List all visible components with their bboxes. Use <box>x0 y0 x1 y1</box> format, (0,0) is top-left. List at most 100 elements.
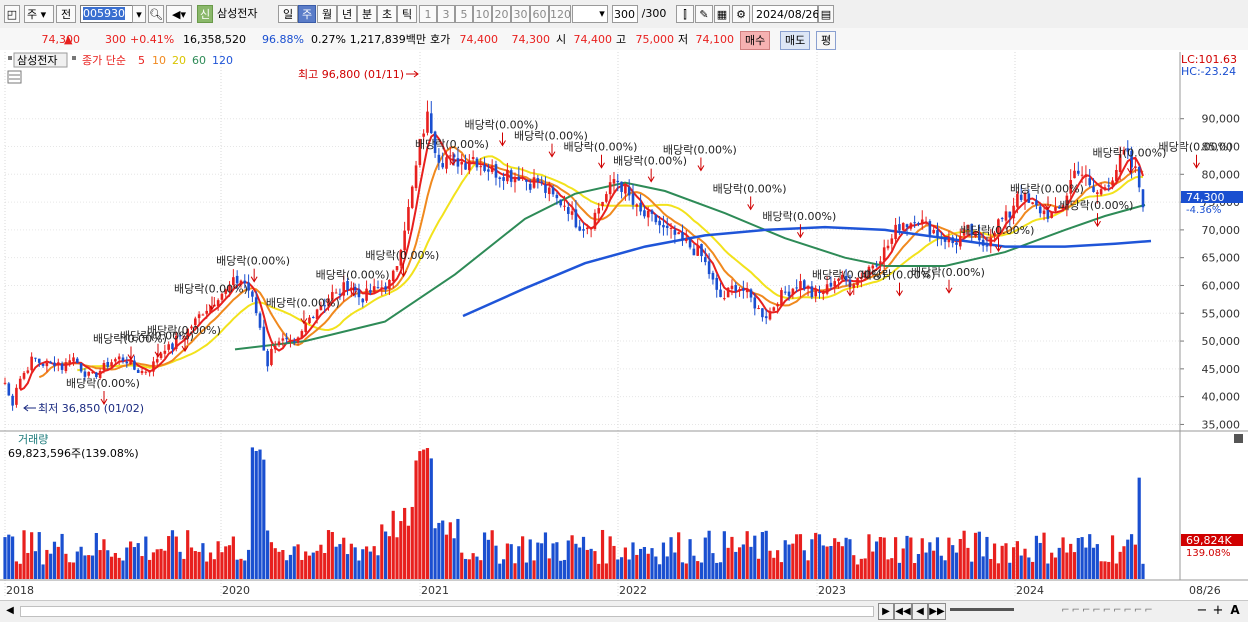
stock-chart[interactable]: 배당락(0.00%)배당락(0.00%)배당락(0.00%)배당락(0.00%)… <box>0 50 1248 600</box>
volume-bar <box>444 534 449 579</box>
step-back-icon[interactable]: ◀ <box>912 603 928 620</box>
table-toggle-icon[interactable] <box>7 70 22 84</box>
custom-interval-input[interactable] <box>572 5 608 23</box>
candle-body <box>41 363 45 366</box>
candle-body <box>174 335 178 349</box>
scroll-left-icon[interactable]: ◀ <box>6 605 14 616</box>
interval-3[interactable]: 3 <box>437 5 455 23</box>
code-dropdown-icon[interactable]: ▾ <box>132 5 146 23</box>
volume-bar <box>661 542 666 579</box>
volume-bar <box>996 563 1000 579</box>
volume-bar <box>970 561 974 579</box>
volume-bar <box>718 562 723 579</box>
candle-body <box>334 292 338 294</box>
volume-bar <box>266 530 270 579</box>
candle-body <box>1012 205 1015 219</box>
interval-1[interactable]: 1 <box>419 5 437 23</box>
candle-body <box>22 372 26 379</box>
candle-body <box>597 208 601 214</box>
font-size-icon[interactable]: A <box>1230 603 1240 617</box>
volume-bar <box>863 558 867 579</box>
sound-icon[interactable]: ◀▾ <box>166 5 192 23</box>
close-pane-icon[interactable] <box>1234 434 1243 443</box>
rewind-icon[interactable]: ◀◀ <box>894 603 912 620</box>
period-select[interactable]: 주 ▾ <box>24 5 54 23</box>
volume-bar <box>707 530 711 579</box>
candle-body <box>121 357 125 361</box>
volume-bar <box>905 535 909 579</box>
volume-bar <box>1099 561 1103 579</box>
volume-bar <box>7 534 11 579</box>
sell-button[interactable]: 매도 <box>780 31 811 50</box>
tab-week[interactable]: 주 <box>298 5 316 23</box>
candle-body <box>414 165 418 189</box>
candle-body <box>232 277 235 286</box>
volume-bar <box>787 544 791 579</box>
candle-body <box>700 244 703 257</box>
volume-bar <box>376 555 380 579</box>
dividend-label: 배당락(0.00%) <box>1093 146 1167 159</box>
tab-second[interactable]: 초 <box>377 5 397 23</box>
chart-edit-icon[interactable]: ✎ <box>695 5 713 23</box>
volume-bar <box>456 518 460 579</box>
custom-interval-dropdown-icon[interactable]: ▾ <box>599 7 605 20</box>
volume-bar <box>90 555 95 579</box>
candle-body <box>684 239 688 242</box>
interval-5[interactable]: 5 <box>455 5 473 23</box>
tab-month[interactable]: 월 <box>317 5 337 23</box>
count-input[interactable]: 300 <box>612 5 638 23</box>
tab-day[interactable]: 일 <box>278 5 298 23</box>
scroll-track[interactable] <box>20 606 874 617</box>
interval-120[interactable]: 120 <box>549 5 571 23</box>
volume-bar <box>197 551 201 579</box>
dividend-label: 배당락(0.00%) <box>66 377 140 390</box>
volume-bar <box>886 559 890 579</box>
symbol-box[interactable] <box>13 52 68 68</box>
menu-icon[interactable]: ◰ <box>4 5 20 23</box>
volume-bar <box>806 560 810 579</box>
grid-icon[interactable]: ▦ <box>714 5 730 23</box>
interval-20[interactable]: 20 <box>492 5 511 23</box>
tab-minute[interactable]: 분 <box>357 5 377 23</box>
volume-bar <box>117 557 121 579</box>
zoom-slider[interactable] <box>950 608 1014 611</box>
tab-year[interactable]: 년 <box>337 5 357 23</box>
evaluate-button[interactable]: 평 <box>816 31 837 50</box>
play-icon[interactable]: ▶ <box>878 603 894 620</box>
stock-code-input[interactable]: 005930 <box>80 5 146 23</box>
volume-bar <box>148 559 152 579</box>
volume-bar <box>1137 477 1141 579</box>
prev-button[interactable]: 전 <box>56 5 76 23</box>
volume-bar <box>680 562 685 579</box>
buy-button[interactable]: 매수 <box>740 31 771 50</box>
candle-body <box>37 358 41 363</box>
candle-body <box>475 158 479 168</box>
volume-bar <box>791 543 795 579</box>
x-tick-label: 2020 <box>222 584 250 597</box>
candle-body <box>551 187 555 195</box>
candle-body <box>45 362 49 367</box>
zoom-in-icon[interactable]: + <box>1212 603 1224 618</box>
candle-body <box>1099 189 1103 195</box>
interval-30[interactable]: 30 <box>511 5 530 23</box>
candle-body <box>989 237 993 247</box>
volume-bar <box>186 530 190 579</box>
tab-tick[interactable]: 틱 <box>397 5 417 23</box>
volume-bar <box>231 536 235 579</box>
calendar-icon[interactable]: ▤ <box>818 5 834 23</box>
volume-bar <box>193 551 197 579</box>
candle-body <box>258 313 262 328</box>
drawing-tools-icons[interactable]: ⌐⌐⌐⌐⌐⌐⌐⌐⌐ <box>1061 605 1155 616</box>
candle-body <box>886 245 890 249</box>
volume-bar <box>696 561 700 579</box>
date-input[interactable]: 2024/08/26 <box>752 5 819 23</box>
candle-type-icon[interactable]: ⫿ <box>676 5 694 23</box>
interval-60[interactable]: 60 <box>530 5 549 23</box>
volume-bar <box>654 556 658 579</box>
gear-icon[interactable]: ⚙ <box>732 5 750 23</box>
search-icon[interactable]: 🔍︎ <box>148 5 164 23</box>
candle-body <box>1080 174 1084 176</box>
fast-forward-icon[interactable]: ▶▶ <box>928 603 946 620</box>
zoom-out-icon[interactable]: − <box>1196 603 1208 618</box>
interval-10[interactable]: 10 <box>473 5 492 23</box>
